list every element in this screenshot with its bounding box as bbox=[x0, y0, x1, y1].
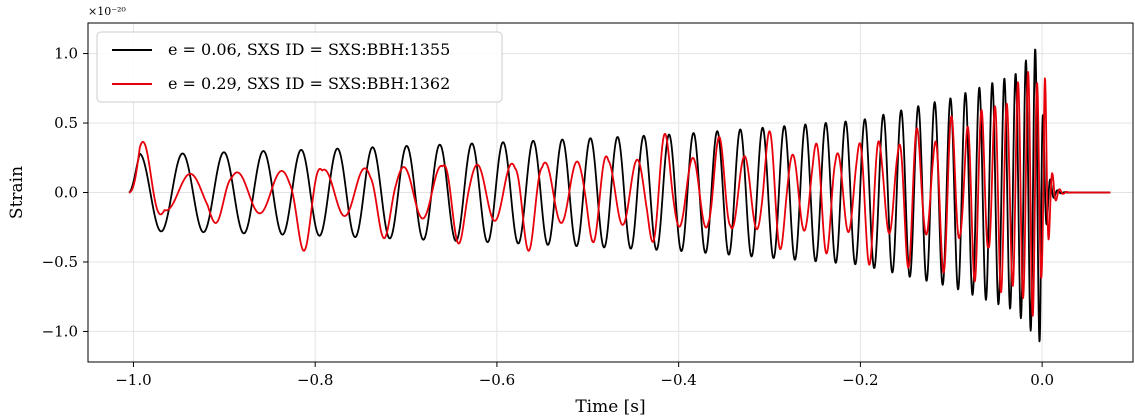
x-tick-label: −0.2 bbox=[842, 371, 878, 389]
legend-box bbox=[96, 31, 503, 103]
y-tick-label: −1.0 bbox=[42, 322, 78, 340]
y-tick-label: −0.5 bbox=[42, 253, 78, 271]
x-tick-label: −0.4 bbox=[660, 371, 696, 389]
x-tick-label: −0.8 bbox=[297, 371, 333, 389]
series-layer bbox=[128, 48, 1111, 343]
x-tick-label: −0.6 bbox=[479, 371, 515, 389]
ticks: −1.0 −0.8 −0.6 −0.4 −0.2 0.0 −1.0 −0.5 0.0 0.5 1.0 bbox=[42, 45, 1054, 389]
y-tick-label: 1.0 bbox=[54, 45, 78, 63]
x-tick-label: −1.0 bbox=[115, 371, 151, 389]
series-line-e029 bbox=[128, 71, 1111, 317]
legend: e = 0.06, SXS ID = SXS:BBH:1355 e = 0.29… bbox=[96, 31, 503, 103]
legend-label-e029: e = 0.29, SXS ID = SXS:BBH:1362 bbox=[168, 74, 450, 93]
y-scale-multiplier: ×10⁻²⁰ bbox=[88, 5, 126, 18]
y-tick-label: 0.0 bbox=[54, 184, 78, 202]
series-line-e006 bbox=[128, 48, 1111, 343]
x-axis-label: Time [s] bbox=[575, 397, 645, 417]
y-axis-label: Strain bbox=[7, 166, 27, 219]
legend-label-e006: e = 0.06, SXS ID = SXS:BBH:1355 bbox=[168, 40, 450, 59]
x-tick-label: 0.0 bbox=[1030, 371, 1054, 389]
y-tick-label: 0.5 bbox=[54, 114, 78, 132]
